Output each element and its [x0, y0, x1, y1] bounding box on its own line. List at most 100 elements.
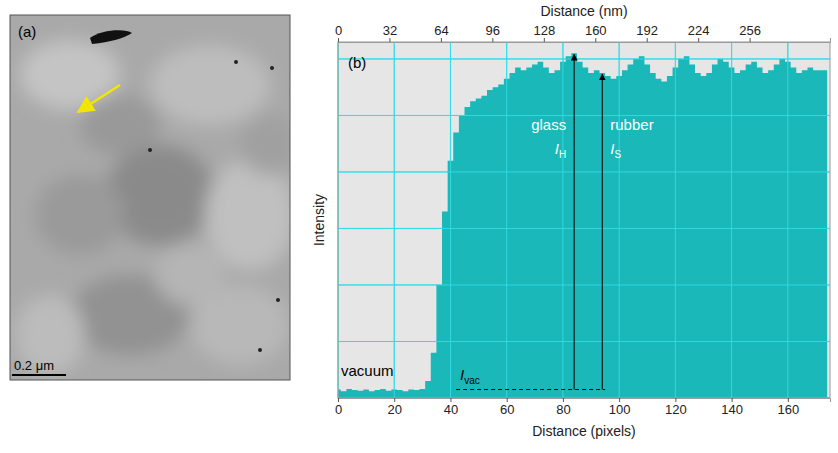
tick-label: 160	[777, 402, 799, 417]
axis-line	[339, 399, 831, 403]
grid-line	[338, 58, 830, 59]
intensity-arrow	[574, 54, 575, 389]
grid-line	[450, 42, 451, 398]
grid-line	[338, 171, 830, 172]
grid-line	[787, 42, 788, 398]
profile-panel: 0 20 40 60 80 100 120 140 160 0 32 64 96 128 160 192 224…	[311, 3, 831, 439]
tick-mark	[492, 38, 493, 42]
texture	[35, 175, 125, 255]
grid-line	[338, 228, 830, 229]
tick: 256	[739, 23, 761, 42]
tick-label: 0	[335, 402, 342, 417]
region-label: glass	[531, 116, 566, 133]
tick-label: 64	[434, 23, 448, 38]
plot-marks	[338, 42, 830, 398]
figure: (a) 0.2 μm 0 20 40 60 80 100 120 140 160 0 32 64 96 128…	[0, 0, 838, 453]
label-subscript: S	[614, 149, 621, 160]
tick-label: 80	[556, 402, 570, 417]
tick-mark	[647, 38, 648, 42]
grid-line	[506, 42, 507, 398]
image-frame	[10, 15, 290, 380]
tick: 96	[486, 23, 500, 42]
grid-line	[562, 42, 563, 398]
tick: 192	[636, 23, 658, 42]
arrow-label: IH	[555, 140, 566, 160]
tick-mark	[698, 38, 699, 42]
tick-label: 256	[739, 23, 761, 38]
grid-line	[675, 42, 676, 398]
tick-label: 0	[335, 23, 342, 38]
tick-label: 128	[533, 23, 555, 38]
grid-line	[338, 58, 830, 59]
arrow	[78, 85, 120, 112]
texture	[15, 295, 85, 375]
micrograph-panel: (a) 0.2 μm	[10, 15, 300, 380]
tick: 40	[444, 398, 458, 417]
tick: 64	[434, 23, 448, 42]
tick-label: 192	[636, 23, 658, 38]
label-subscript: H	[559, 149, 566, 160]
intensity-area	[338, 53, 827, 398]
tick: 32	[383, 23, 397, 42]
grid-line	[731, 42, 732, 398]
region-label: rubber	[610, 116, 653, 133]
grid-line	[338, 115, 830, 116]
tick: 20	[387, 398, 401, 417]
dot	[148, 148, 152, 152]
grid-line	[450, 42, 451, 398]
grid-line	[731, 42, 732, 398]
tick: 128	[533, 23, 555, 42]
tick-label: 40	[444, 402, 458, 417]
grid-line	[338, 228, 830, 229]
panel-label: (b)	[348, 54, 366, 71]
texture	[155, 245, 225, 305]
defect	[90, 30, 132, 44]
axis-title: Intensity	[311, 194, 327, 246]
tick-mark	[389, 38, 390, 42]
grid-line	[338, 284, 830, 285]
tick-mark	[750, 38, 751, 42]
scale-bar	[12, 374, 66, 376]
grid-line	[619, 42, 620, 398]
axis-line	[339, 38, 831, 43]
scale-bar-label: 0.2 μm	[14, 358, 54, 373]
grid-line	[338, 341, 830, 342]
grid-line	[338, 171, 830, 172]
grid-line	[338, 341, 830, 342]
grid-line	[619, 42, 620, 398]
texture	[240, 115, 290, 175]
tick-label: 20	[387, 402, 401, 417]
tick-label: 60	[500, 402, 514, 417]
tick: 80	[556, 398, 570, 417]
tick-mark	[441, 38, 442, 42]
tick: 0	[335, 23, 342, 42]
tick: 224	[688, 23, 710, 42]
grid-line	[394, 42, 395, 398]
tick-label: 120	[665, 402, 687, 417]
tick: 120	[665, 398, 687, 417]
tick-mark	[338, 38, 339, 42]
grid-line	[787, 42, 788, 398]
dot	[234, 60, 238, 64]
tick-label: 160	[585, 23, 607, 38]
tick-label: 100	[609, 402, 631, 417]
axis-title: Distance (pixels)	[532, 423, 635, 439]
intensity-arrow	[602, 74, 603, 389]
arrow-label: IS	[610, 140, 621, 160]
dot	[258, 348, 262, 352]
tick-label: 32	[383, 23, 397, 38]
axis: 0 32 64 96 128 160 192 224 256	[335, 23, 831, 43]
tick: 160	[777, 398, 799, 417]
tick-label: 140	[721, 402, 743, 417]
label-subscript: vac	[464, 375, 480, 386]
grid-line	[675, 42, 676, 398]
grid-line	[394, 42, 395, 398]
tick: 140	[721, 398, 743, 417]
axis-title: Distance (nm)	[540, 3, 627, 19]
dot	[270, 66, 274, 70]
tick: 160	[585, 23, 607, 42]
region-label: vacuum	[341, 362, 394, 379]
grid-line	[506, 42, 507, 398]
panel-label: (a)	[18, 23, 36, 40]
baseline-label: Ivac	[460, 366, 480, 386]
